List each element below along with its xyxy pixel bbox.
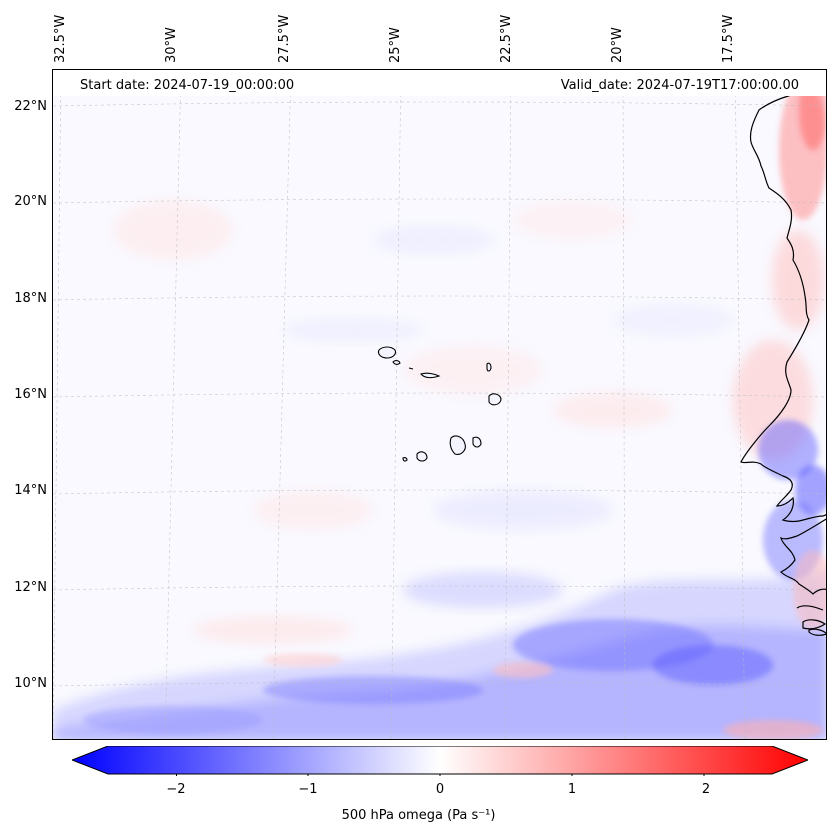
cape-verde-islands [377,346,502,462]
colorbar [72,746,808,776]
graticule [53,70,826,739]
lon-label-32-5w: 32.5°W [53,14,68,63]
lat-label-12n: 12°N [14,580,47,595]
coastline [740,87,826,636]
lon-label-17-5w: 17.5°W [721,14,736,63]
colorbar-tick-label: −2 [166,782,186,797]
lat-label-10n: 10°N [14,676,47,691]
start-date-text: Start date: 2024-07-19_00:00:00 [80,78,295,93]
lat-label-18n: 18°N [14,291,47,306]
lon-label-27-5w: 27.5°W [277,14,292,63]
colorbar-tick-label: 2 [701,782,711,797]
colorbar-gradient [72,746,808,775]
omega-field [53,70,826,739]
lat-label-22n: 22°N [14,99,47,114]
colorbar-tick-label: 1 [567,782,577,797]
omega-shading [53,70,826,739]
lon-label-25w: 25°W [388,27,403,63]
lon-label-30w: 30°W [164,27,179,63]
map-panel: Start date: 2024-07-19_00:00:00 Valid_da… [52,69,827,740]
lon-label-22-5w: 22.5°W [499,14,514,63]
lat-label-14n: 14°N [14,483,47,498]
lat-label-16n: 16°N [14,387,47,402]
colorbar-label: 500 hPa omega (Pa s⁻¹) [341,808,496,823]
valid-date-text: Valid_date: 2024-07-19T17:00:00.00 [560,78,799,93]
colorbar-tick-label: −1 [298,782,318,797]
colorbar-tick-label: 0 [435,782,445,797]
title-strip-background [53,70,826,96]
lat-label-20n: 20°N [14,194,47,209]
lon-label-20w: 20°W [610,27,625,63]
